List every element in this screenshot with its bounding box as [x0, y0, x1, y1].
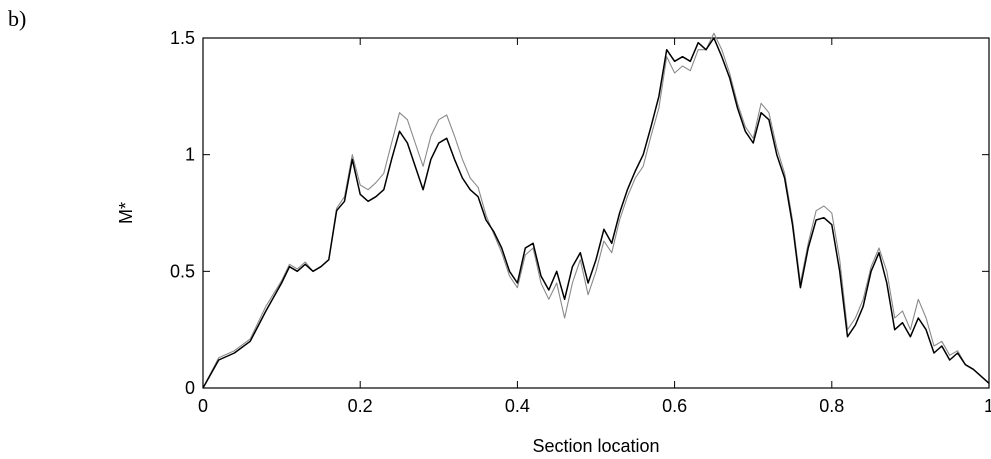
ticks-layer: 0 0.2 0.4 0.6 0.8 1 0 0.5 1 1.5: [170, 28, 991, 416]
series-line-1: [202, 37, 990, 389]
x-axis-label: Section location: [532, 436, 659, 456]
panel-label: b): [8, 6, 27, 31]
x-tick-label: 0.2: [348, 396, 373, 416]
x-tick-label: 0.8: [819, 396, 844, 416]
plot-frame: [202, 37, 990, 389]
series-line-2: [202, 32, 990, 389]
y-axis-label: M*: [116, 202, 136, 224]
x-tick-label: 1: [984, 396, 991, 416]
plot-area: [202, 37, 990, 389]
x-tick-label: 0.4: [505, 396, 530, 416]
y-tick-label: 1.5: [170, 28, 195, 48]
x-tick-label: 0.6: [662, 396, 687, 416]
y-tick-label: 1: [185, 145, 195, 165]
y-tick-label: 0.5: [170, 261, 195, 281]
x-tick-label: 0: [198, 396, 208, 416]
series-layer: [202, 32, 990, 389]
y-tick-label: 0: [185, 378, 195, 398]
